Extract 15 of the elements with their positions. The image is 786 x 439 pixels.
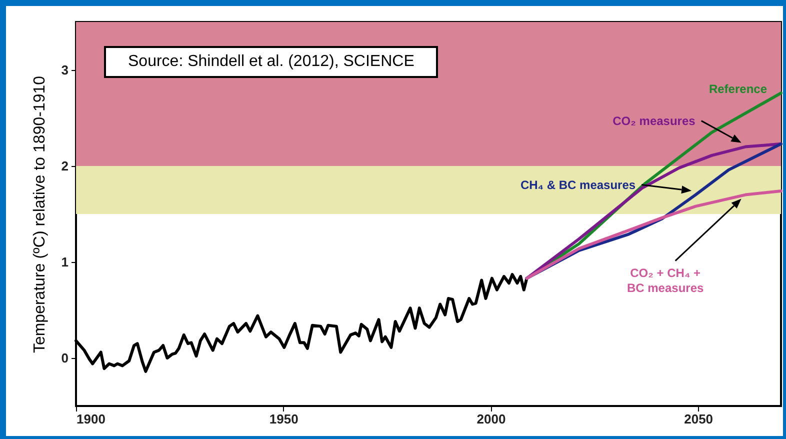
x-tick-label: 1900 <box>76 412 106 426</box>
y-axis-title: Temperature (ºC) relative to 1890-1910 <box>31 76 48 354</box>
y-tick-label: 0 <box>61 350 68 366</box>
text: CO₂ measures <box>612 114 696 128</box>
y-tick-label: 3 <box>61 62 68 78</box>
x-tick-label: 2050 <box>684 412 714 426</box>
x-tick-label: 2000 <box>476 412 506 426</box>
text: CO₂ + CH₄ + BC measures <box>626 266 704 295</box>
y-tick-label: 2 <box>61 158 68 174</box>
x-tick-label: 1950 <box>269 412 298 426</box>
series-label: Reference <box>708 82 768 96</box>
line-series <box>525 189 782 280</box>
y-tick-label: 1 <box>61 254 68 270</box>
text: CH₄ & BC measures <box>520 178 636 192</box>
annotation: Source: Shindell et al. (2012), SCIENCE <box>104 46 438 78</box>
